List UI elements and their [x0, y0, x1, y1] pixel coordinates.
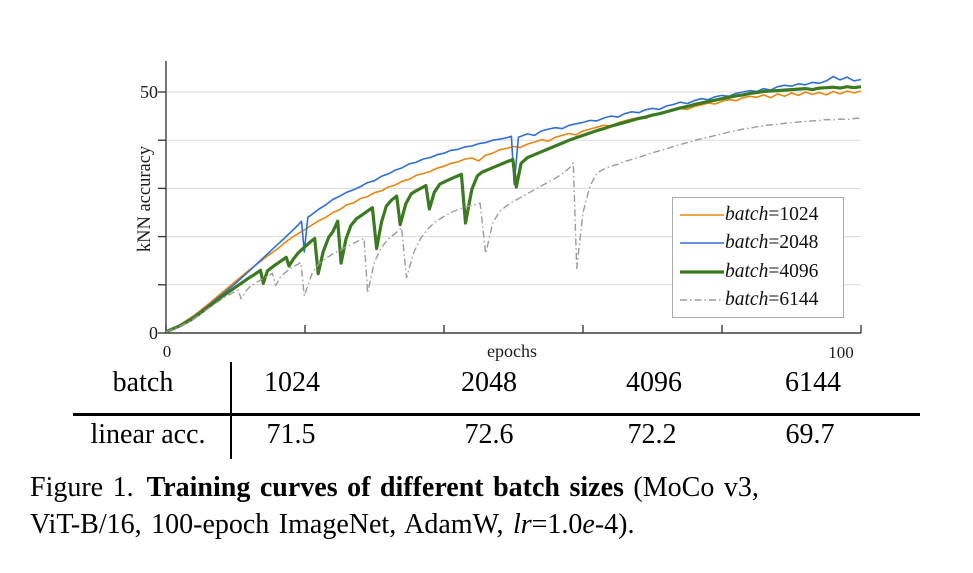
legend-label-var: batch — [725, 232, 769, 254]
caption-bold-title: Training curves of different batch sizes — [146, 472, 624, 503]
y-axis-title: kNN accuracy — [135, 145, 155, 252]
table-batch-4096: 4096 — [626, 367, 682, 398]
table-acc-6144: 69.7 — [785, 419, 835, 450]
figure-caption: Figure 1. Training curves of different ba… — [30, 469, 930, 543]
table-header-batch: batch — [112, 367, 174, 398]
legend-label: batch=1024 — [725, 204, 818, 226]
table-batch-6144: 6144 — [785, 367, 841, 398]
legend-line-sample — [680, 242, 724, 245]
table-batch-2048: 2048 — [461, 367, 517, 398]
caption-lr-symbol: lr — [512, 509, 532, 540]
legend-entry-batch=1024: batch=1024 — [679, 202, 843, 228]
series-line-batch=4096 — [165, 85, 862, 334]
x-tick-label-100: 100 — [828, 343, 854, 362]
legend-label: batch=6144 — [725, 289, 818, 311]
legend-label-var: batch — [725, 204, 769, 226]
y-tick-label-0: 0 — [149, 323, 158, 343]
legend-entry-batch=4096: batch=4096 — [679, 259, 843, 285]
caption-tail: -4). — [594, 509, 635, 540]
legend-label: batch=2048 — [725, 232, 818, 254]
x-axis-title: epochs — [487, 341, 537, 361]
caption-e-symbol: e — [582, 509, 595, 540]
table-horizontal-rule — [73, 413, 920, 416]
legend-line-sample — [680, 214, 724, 216]
y-tick-label-50: 50 — [140, 82, 158, 102]
legend-label-value: =1024 — [768, 204, 819, 226]
caption-figure-number: Figure 1. — [30, 472, 134, 503]
legend-label-var: batch — [725, 288, 769, 310]
series-line-batch=6144 — [165, 117, 862, 333]
caption-lr-value: =1.0 — [531, 509, 583, 540]
legend-entry-batch=6144: batch=6144 — [679, 287, 843, 313]
caption-settings: ViT-B/16, 100-epoch ImageNet, AdamW, — [30, 509, 513, 540]
table-vertical-rule — [230, 362, 232, 459]
legend-entry-batch=2048: batch=2048 — [679, 230, 843, 256]
table-batch-1024: 1024 — [264, 367, 320, 398]
data-series — [165, 75, 862, 334]
legend-label: batch=4096 — [725, 261, 818, 283]
x-tick-label-0: 0 — [163, 342, 172, 361]
legend-line-sample — [680, 270, 724, 274]
caption-line-1: Figure 1. Training curves of different ba… — [30, 469, 930, 506]
series-line-batch=1024 — [165, 90, 862, 333]
legend-line-sample — [680, 299, 724, 301]
training-curves-chart: 50 0 0 100 epochs kNN accuracy — [135, 61, 862, 362]
legend-label-value: =2048 — [768, 232, 819, 254]
table-acc-4096: 72.2 — [627, 419, 677, 450]
table-acc-1024: 71.5 — [266, 419, 316, 450]
series-line-batch=2048 — [165, 75, 862, 333]
legend-label-value: =6144 — [768, 288, 819, 310]
legend-label-var: batch — [725, 260, 769, 282]
table-acc-2048: 72.6 — [464, 419, 514, 450]
legend-label-value: =4096 — [768, 260, 819, 282]
table-header-linear-acc: linear acc. — [90, 419, 206, 450]
chart-legend: batch=1024 batch=2048 batch=4096 batch=6144 — [672, 197, 844, 318]
caption-line-2: ViT-B/16, 100-epoch ImageNet, AdamW, lr=… — [30, 506, 930, 543]
caption-after-bold: (MoCo v3, — [623, 472, 759, 503]
